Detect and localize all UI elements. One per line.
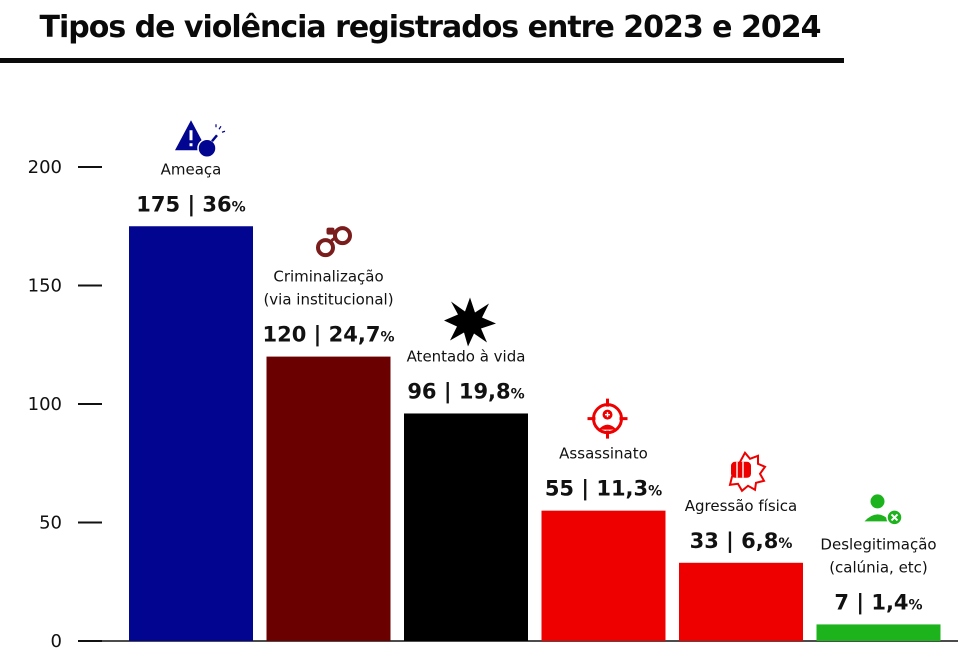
category-label: (via institucional) bbox=[263, 291, 393, 309]
category-label: Agressão física bbox=[685, 497, 798, 515]
bar bbox=[816, 624, 941, 641]
bar bbox=[541, 510, 666, 641]
category-label: Ameaça bbox=[161, 160, 222, 178]
punch-icon bbox=[728, 451, 767, 493]
title-rule bbox=[0, 58, 844, 63]
bar-value-label: 33 | 6,8% bbox=[690, 529, 793, 554]
person-remove-icon bbox=[864, 494, 903, 526]
bar bbox=[679, 562, 803, 641]
y-tick-label: 100 bbox=[28, 394, 62, 415]
warning-bomb-icon bbox=[175, 120, 226, 158]
bar bbox=[266, 356, 391, 641]
bar bbox=[404, 413, 528, 641]
category-label: (calúnia, etc) bbox=[829, 558, 928, 576]
y-tick-label: 50 bbox=[39, 513, 62, 534]
category-label: Assassinato bbox=[559, 445, 648, 463]
category-label: Criminalização bbox=[273, 268, 383, 286]
y-tick-label: 200 bbox=[28, 157, 62, 178]
bar-value-label: 7 | 1,4% bbox=[834, 590, 922, 615]
category-label: Deslegitimação bbox=[820, 535, 936, 553]
chart-title: Tipos de violência registrados entre 202… bbox=[39, 10, 822, 45]
bar bbox=[129, 226, 253, 641]
category-label: Atentado à vida bbox=[407, 347, 526, 365]
bar-value-label: 55 | 11,3% bbox=[545, 477, 662, 502]
y-tick-label: 150 bbox=[28, 276, 62, 297]
bar-value-label: 120 | 24,7% bbox=[263, 323, 395, 348]
handcuffs-icon bbox=[316, 226, 352, 258]
bar-value-label: 175 | 36% bbox=[136, 192, 245, 217]
bar-value-label: 96 | 19,8% bbox=[407, 379, 524, 404]
explosion-icon bbox=[444, 297, 496, 347]
crosshair-person-icon bbox=[587, 398, 628, 439]
y-tick-label: 0 bbox=[51, 631, 62, 652]
